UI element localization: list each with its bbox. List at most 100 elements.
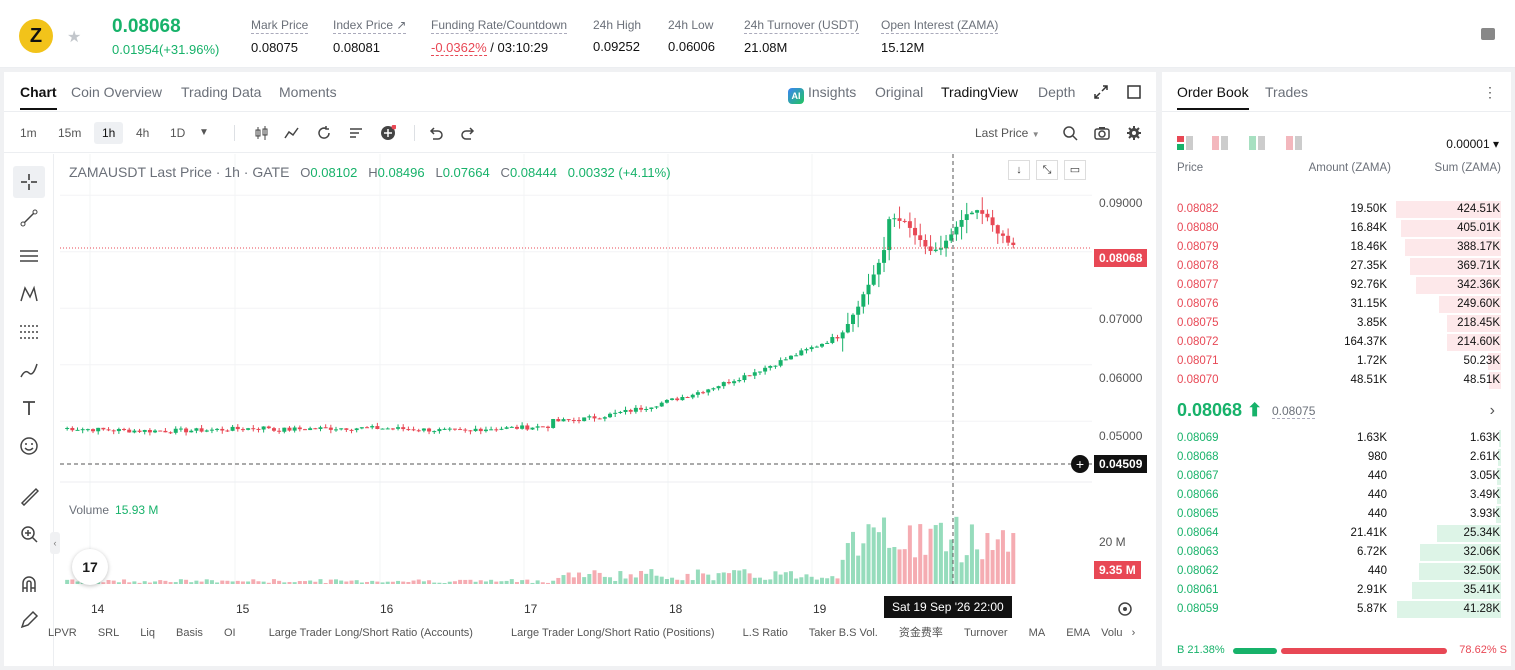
toggle-panel-icon[interactable]: ▭ xyxy=(1064,160,1086,180)
timeframe-15m[interactable]: 15m xyxy=(58,126,82,140)
tab-chart[interactable]: Chart xyxy=(20,84,57,110)
replay-icon[interactable] xyxy=(316,125,332,141)
ask-row[interactable]: 0.08078 27.35K 369.71K xyxy=(1162,257,1511,276)
bid-row[interactable]: 0.08065 440 3.93K xyxy=(1162,505,1511,524)
timeframe-1d[interactable]: 1D xyxy=(170,126,186,140)
ask-row[interactable]: 0.08071 1.72K 50.23K xyxy=(1162,352,1511,371)
bid-row[interactable]: 0.08068 980 2.61K xyxy=(1162,448,1511,467)
chevron-right-icon[interactable]: › xyxy=(1489,402,1495,419)
collapse-toolbar-icon[interactable]: ‹ xyxy=(50,532,60,554)
ask-row[interactable]: 0.08070 48.51K 48.51K xyxy=(1162,371,1511,390)
ask-row[interactable]: 0.08076 31.15K 249.60K xyxy=(1162,295,1511,314)
indicator-item[interactable]: LPVR xyxy=(48,627,77,639)
bid-depth-bar xyxy=(1420,544,1501,561)
precision-select[interactable]: 0.00001 ▾ xyxy=(1446,137,1499,151)
timeframe-1h[interactable]: 1h xyxy=(94,122,124,144)
bids-only-icon[interactable] xyxy=(1249,135,1265,151)
stat-index-price[interactable]: Index Price ↗ 0.08081 xyxy=(333,18,407,55)
camera-icon[interactable] xyxy=(1094,125,1110,141)
indicator-item[interactable]: Basis xyxy=(176,627,203,639)
indicator-item[interactable]: SRL xyxy=(97,627,120,639)
bid-row[interactable]: 0.08069 1.63K 1.63K xyxy=(1162,429,1511,448)
view-insights[interactable]: AI Insights xyxy=(788,84,856,104)
bid-row[interactable]: 0.08062 440 32.50K xyxy=(1162,562,1511,581)
text-icon[interactable] xyxy=(17,396,41,420)
ask-amount: 92.76K xyxy=(1350,279,1387,291)
gear-icon[interactable] xyxy=(1126,125,1142,141)
ask-row[interactable]: 0.08082 19.50K 424.51K xyxy=(1162,200,1511,219)
magnet-icon[interactable] xyxy=(17,572,41,596)
candle-type-icon[interactable] xyxy=(254,125,270,141)
settings-gear-icon[interactable] xyxy=(1117,601,1133,617)
more-icon[interactable]: ⋮ xyxy=(1483,84,1497,100)
asks-bids-icon[interactable] xyxy=(1212,135,1228,151)
indicator-item[interactable]: 资金费率 xyxy=(898,627,943,639)
view-original[interactable]: Original xyxy=(875,84,924,100)
ruler-icon[interactable] xyxy=(17,484,41,508)
arrow-down-icon[interactable]: ↓ xyxy=(1008,160,1030,180)
favorite-star-icon[interactable]: ★ xyxy=(67,29,82,46)
ask-row[interactable]: 0.08080 16.84K 405.01K xyxy=(1162,219,1511,238)
indicator-item[interactable]: OI xyxy=(224,627,236,639)
indicator-item[interactable]: EMA xyxy=(1066,627,1091,639)
indicator-item[interactable]: Volu xyxy=(1101,627,1123,639)
timeframe-1m[interactable]: 1m xyxy=(20,126,37,140)
chevron-right-icon[interactable]: › xyxy=(1131,627,1136,639)
window-icon[interactable] xyxy=(1127,85,1141,99)
tab-trading-data[interactable]: Trading Data xyxy=(181,84,262,100)
indicator-item[interactable]: MA xyxy=(1028,627,1046,639)
bid-row[interactable]: 0.08059 5.87K 41.28K xyxy=(1162,600,1511,619)
horizontal-lines-icon[interactable] xyxy=(17,244,41,268)
tab-trades[interactable]: Trades xyxy=(1265,84,1309,100)
price-type-select[interactable]: Last Price ▼ xyxy=(975,126,1040,140)
timeframe-4h[interactable]: 4h xyxy=(136,126,150,140)
add-alert-icon[interactable]: + xyxy=(1071,455,1089,473)
volume-bar xyxy=(380,582,385,584)
redo-icon[interactable] xyxy=(460,125,476,141)
bid-row[interactable]: 0.08067 440 3.05K xyxy=(1162,467,1511,486)
brush-icon[interactable] xyxy=(17,358,41,382)
both-sides-icon[interactable] xyxy=(1177,135,1193,151)
view-depth[interactable]: Depth xyxy=(1038,84,1076,100)
price-chart[interactable] xyxy=(60,154,1156,666)
tab-moments[interactable]: Moments xyxy=(279,84,337,100)
candle-body xyxy=(473,428,478,432)
pattern-icon[interactable] xyxy=(17,282,41,306)
timeframe-dropdown-icon[interactable]: ▼ xyxy=(199,127,209,138)
trendline-icon[interactable] xyxy=(17,206,41,230)
templates-icon[interactable] xyxy=(348,125,364,141)
indicators-icon[interactable] xyxy=(284,125,300,141)
fullscreen-icon[interactable] xyxy=(1094,85,1108,99)
bid-row[interactable]: 0.08066 440 3.49K xyxy=(1162,486,1511,505)
asks-only-icon[interactable] xyxy=(1286,135,1302,151)
add-indicator-icon[interactable] xyxy=(380,125,396,141)
indicator-item[interactable]: L.S Ratio xyxy=(742,627,788,639)
view-tradingview[interactable]: TradingView xyxy=(941,84,1019,100)
indicator-item[interactable]: Turnover xyxy=(963,627,1008,639)
indicator-item[interactable]: Large Trader Long/Short Ratio (Positions… xyxy=(510,627,715,639)
collapse-icon[interactable]: ⤡ xyxy=(1036,160,1058,180)
indicator-item[interactable]: Taker B.S Vol. xyxy=(808,627,878,639)
ask-row[interactable]: 0.08077 92.76K 342.36K xyxy=(1162,276,1511,295)
notebook-icon[interactable] xyxy=(1481,28,1495,40)
tab-coin-overview[interactable]: Coin Overview xyxy=(71,84,163,100)
ask-row[interactable]: 0.08075 3.85K 218.45K xyxy=(1162,314,1511,333)
fib-icon[interactable] xyxy=(17,320,41,344)
bid-row[interactable]: 0.08064 21.41K 25.34K xyxy=(1162,524,1511,543)
crosshair-icon[interactable] xyxy=(13,166,45,198)
zoom-in-icon[interactable] xyxy=(17,522,41,546)
pencil-icon[interactable] xyxy=(17,608,41,632)
undo-icon[interactable] xyxy=(428,125,444,141)
ask-row[interactable]: 0.08072 164.37K 214.60K xyxy=(1162,333,1511,352)
tradingview-logo[interactable]: 17 xyxy=(72,549,108,585)
bid-sum: 1.63K xyxy=(1469,432,1500,444)
indicator-item[interactable]: Liq xyxy=(140,627,155,639)
ask-row[interactable]: 0.08079 18.46K 388.17K xyxy=(1162,238,1511,257)
emoji-icon[interactable] xyxy=(17,434,41,458)
volume-bar xyxy=(153,581,158,584)
tab-order-book[interactable]: Order Book xyxy=(1177,84,1249,110)
indicator-item[interactable]: Large Trader Long/Short Ratio (Accounts) xyxy=(268,627,473,639)
search-icon[interactable] xyxy=(1062,125,1078,141)
bid-row[interactable]: 0.08063 6.72K 32.06K xyxy=(1162,543,1511,562)
bid-row[interactable]: 0.08061 2.91K 35.41K xyxy=(1162,581,1511,600)
